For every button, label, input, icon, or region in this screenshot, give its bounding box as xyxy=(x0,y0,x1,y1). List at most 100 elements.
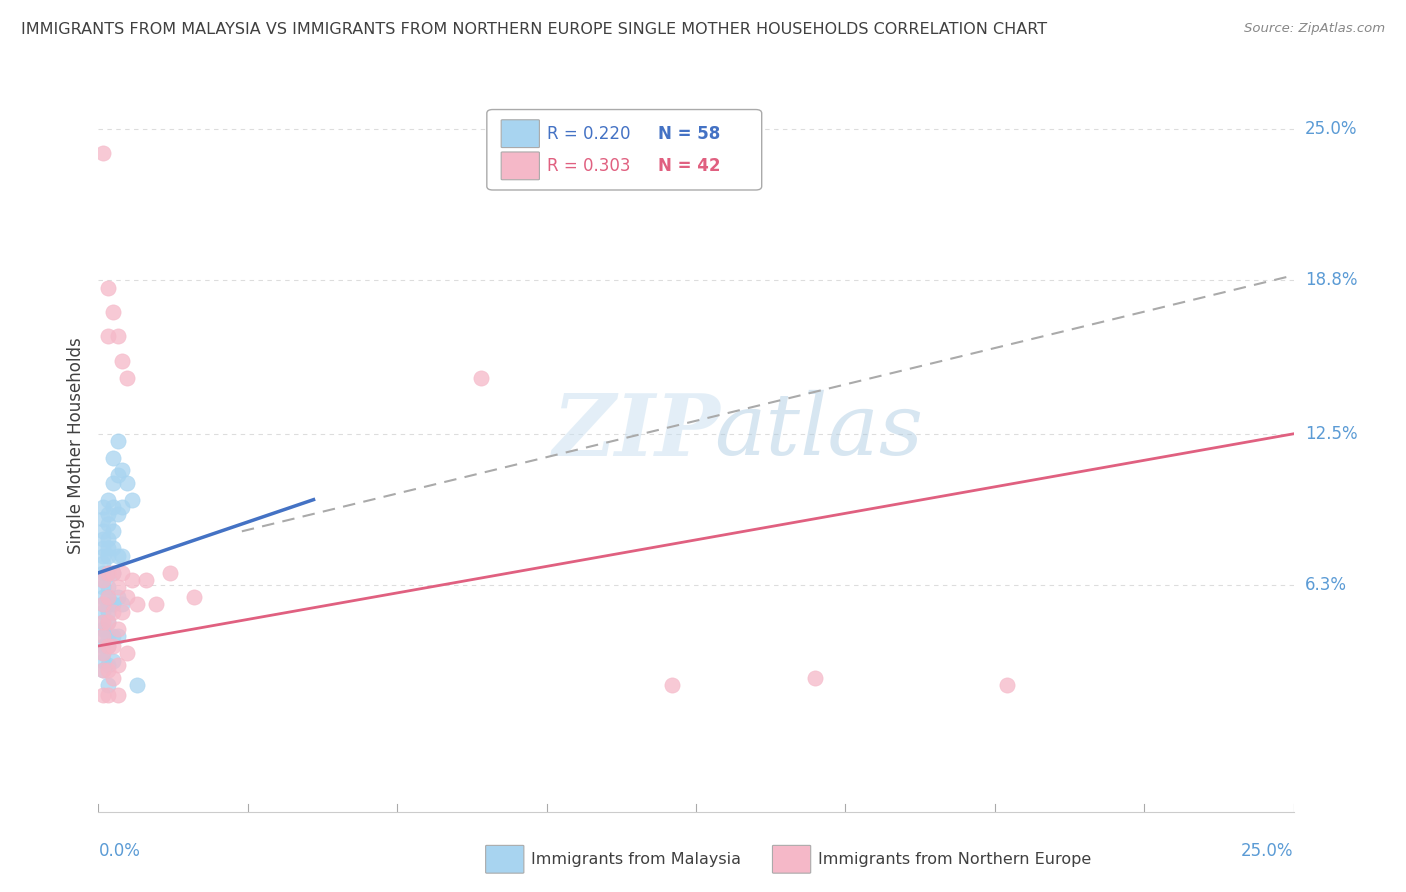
Point xyxy=(101,500,124,514)
Point xyxy=(91,629,114,643)
Point xyxy=(97,688,120,702)
FancyBboxPatch shape xyxy=(501,120,540,147)
Point xyxy=(470,370,492,384)
Point xyxy=(183,590,205,604)
Point xyxy=(91,146,114,161)
Point xyxy=(91,573,114,587)
Point xyxy=(91,549,114,563)
Point xyxy=(115,590,138,604)
Point xyxy=(91,500,114,514)
Point xyxy=(91,639,114,653)
Point xyxy=(91,590,114,604)
Point xyxy=(121,492,143,507)
Point xyxy=(107,658,129,673)
Point xyxy=(91,524,114,539)
Point xyxy=(111,605,134,619)
FancyBboxPatch shape xyxy=(486,110,762,190)
Point xyxy=(91,573,114,587)
Point xyxy=(107,468,129,483)
Point xyxy=(97,508,120,522)
Point xyxy=(91,605,114,619)
FancyBboxPatch shape xyxy=(501,152,540,180)
Point xyxy=(101,654,124,668)
Point xyxy=(101,524,124,539)
Point xyxy=(101,629,124,643)
Point xyxy=(107,434,129,449)
Point xyxy=(121,573,143,587)
Point xyxy=(97,566,120,580)
Point xyxy=(101,541,124,556)
FancyBboxPatch shape xyxy=(772,846,811,873)
Text: ZIP: ZIP xyxy=(553,390,720,473)
Y-axis label: Single Mother Households: Single Mother Households xyxy=(66,338,84,554)
Point xyxy=(97,541,120,556)
Point xyxy=(91,622,114,636)
Point xyxy=(107,629,129,643)
Text: IMMIGRANTS FROM MALAYSIA VS IMMIGRANTS FROM NORTHERN EUROPE SINGLE MOTHER HOUSEH: IMMIGRANTS FROM MALAYSIA VS IMMIGRANTS F… xyxy=(21,22,1047,37)
Point xyxy=(101,475,124,490)
Text: 6.3%: 6.3% xyxy=(1305,576,1347,594)
Point xyxy=(107,508,129,522)
Point xyxy=(91,654,114,668)
Point xyxy=(97,598,120,612)
Point xyxy=(91,541,114,556)
Point xyxy=(97,549,120,563)
Text: 12.5%: 12.5% xyxy=(1305,425,1357,442)
Point xyxy=(97,329,120,343)
Point xyxy=(101,605,124,619)
Point xyxy=(97,658,120,673)
Point xyxy=(91,615,114,629)
Point xyxy=(804,671,827,685)
Point xyxy=(91,598,114,612)
Point xyxy=(107,590,129,604)
Point xyxy=(97,566,120,580)
Text: 0.0%: 0.0% xyxy=(98,842,141,860)
Point xyxy=(97,581,120,595)
Point xyxy=(97,516,120,531)
Point xyxy=(101,671,124,685)
Point xyxy=(111,353,134,368)
Point xyxy=(101,566,124,580)
Point xyxy=(91,629,114,643)
Text: 25.0%: 25.0% xyxy=(1305,120,1357,138)
Text: N = 58: N = 58 xyxy=(658,125,720,143)
Point xyxy=(97,629,120,643)
Point xyxy=(111,549,134,563)
Point xyxy=(107,581,129,595)
Text: atlas: atlas xyxy=(714,390,922,473)
Point xyxy=(115,475,138,490)
Point xyxy=(995,678,1018,692)
Point xyxy=(97,492,120,507)
Point xyxy=(107,622,129,636)
Point xyxy=(661,678,683,692)
Point xyxy=(97,678,120,692)
Point xyxy=(91,598,114,612)
Text: 18.8%: 18.8% xyxy=(1305,271,1357,289)
Point xyxy=(135,573,157,587)
Point xyxy=(97,590,120,604)
Point xyxy=(111,598,134,612)
Point xyxy=(125,678,148,692)
Point xyxy=(101,598,124,612)
Point xyxy=(101,566,124,580)
Text: Immigrants from Malaysia: Immigrants from Malaysia xyxy=(531,852,741,867)
Text: Immigrants from Northern Europe: Immigrants from Northern Europe xyxy=(818,852,1091,867)
Text: N = 42: N = 42 xyxy=(658,157,720,175)
Point xyxy=(97,639,120,653)
Point xyxy=(101,451,124,466)
Point xyxy=(91,512,114,526)
Point xyxy=(97,615,120,629)
Text: Source: ZipAtlas.com: Source: ZipAtlas.com xyxy=(1244,22,1385,36)
Text: R = 0.220: R = 0.220 xyxy=(547,125,630,143)
Text: R = 0.303: R = 0.303 xyxy=(547,157,630,175)
Point xyxy=(91,646,114,660)
Point xyxy=(97,280,120,294)
Point xyxy=(91,556,114,570)
Point xyxy=(111,463,134,477)
Point xyxy=(91,688,114,702)
Point xyxy=(91,646,114,660)
Point xyxy=(91,581,114,595)
Point xyxy=(125,598,148,612)
Point xyxy=(91,566,114,580)
Point xyxy=(97,639,120,653)
